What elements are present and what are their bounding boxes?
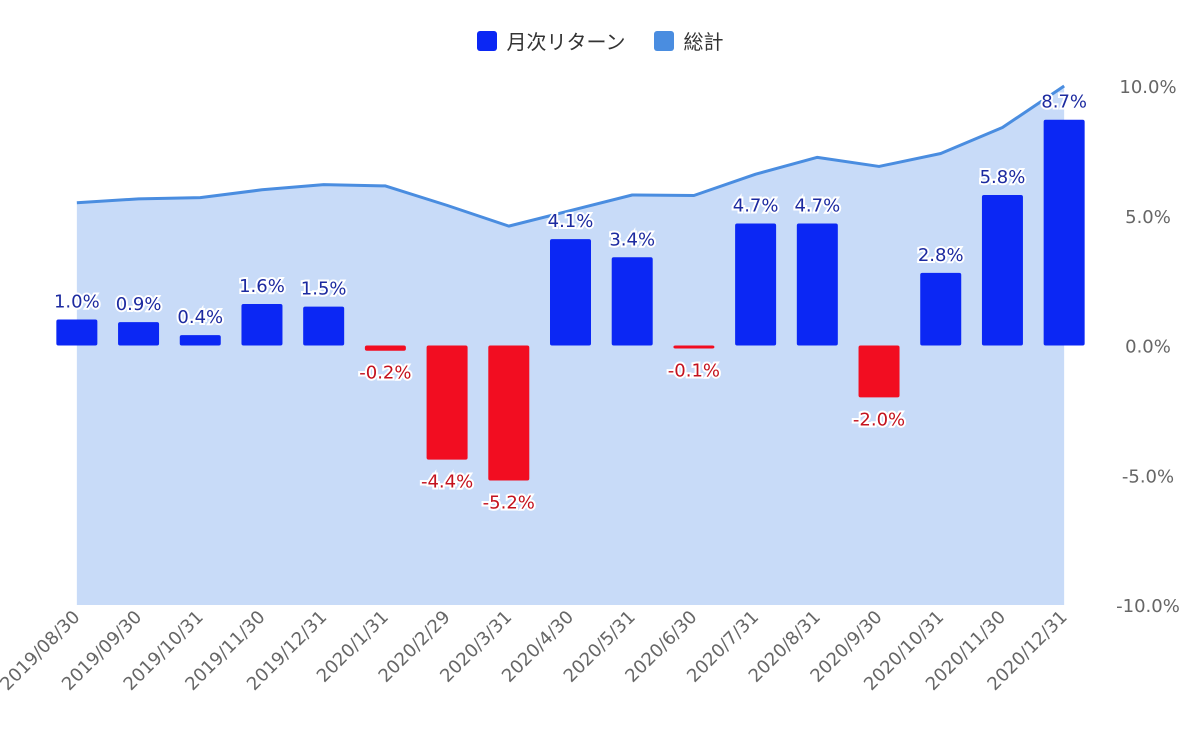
bar-2020/2/29 <box>426 345 468 460</box>
bar-2020/10/31 <box>920 272 962 346</box>
x-axis: 2019/08/302019/09/302019/10/312019/11/30… <box>0 607 1072 695</box>
bar-2019/11/30 <box>241 303 283 346</box>
bar-2019/08/30 <box>56 319 98 346</box>
y-tick-label: 5.0% <box>1125 207 1171 228</box>
data-label-2020/6/30: -0.1% <box>668 361 720 382</box>
bar-2020/12/31 <box>1043 119 1085 346</box>
data-label-2020/4/30: 4.1% <box>548 211 594 232</box>
data-label-2020/5/31: 3.4% <box>609 229 655 250</box>
bar-2019/09/30 <box>118 322 160 346</box>
legend-item-total[interactable]: 総計 <box>653 26 724 55</box>
total-line <box>76 84 1065 228</box>
legend-swatch-monthly-return <box>476 30 497 51</box>
bar-2019/12/31 <box>303 306 345 346</box>
data-label-2019/12/31: 1.5% <box>301 279 347 300</box>
y-tick-label: -5.0% <box>1122 466 1174 487</box>
bar-2020/1/31 <box>364 345 406 351</box>
legend-item-monthly-return[interactable]: 月次リターン <box>476 26 626 55</box>
bar-2020/9/30 <box>858 345 900 398</box>
y-axis: 10.0% 5.0% 0.0% -5.0% -10.0% <box>1116 77 1180 617</box>
bar-2020/6/30 <box>673 345 715 349</box>
data-label-2020/7/31: 4.7% <box>733 196 779 217</box>
data-label-2019/11/30: 1.6% <box>239 276 285 297</box>
data-label-2020/10/31: 2.8% <box>918 245 964 266</box>
data-label-2020/12/31: 8.7% <box>1041 92 1087 113</box>
data-label-2020/1/31: -0.2% <box>359 363 411 384</box>
data-label-2020/3/31: -5.2% <box>483 492 535 513</box>
data-label-2020/9/30: -2.0% <box>853 409 905 430</box>
legend-label-total: 総計 <box>683 30 724 54</box>
legend-swatch-total <box>653 30 674 51</box>
y-tick-label: -10.0% <box>1116 596 1180 617</box>
y-tick-label: 10.0% <box>1119 77 1176 98</box>
data-label-2019/10/31: 0.4% <box>177 307 223 328</box>
bar-2020/7/31 <box>735 223 777 346</box>
bar-2020/8/31 <box>796 223 838 346</box>
bar-layer <box>56 119 1085 481</box>
bar-2020/5/31 <box>611 257 653 346</box>
bar-2019/10/31 <box>179 335 221 346</box>
bar-2020/3/31 <box>488 345 530 481</box>
legend-label-monthly-return: 月次リターン <box>506 30 626 54</box>
data-label-layer: 1.0% 0.9% 0.4% 1.6% 1.5% -0.2% -4.4% -5.2% 4.1% 3… <box>52 90 1089 516</box>
data-label-2020/8/31: 4.7% <box>794 196 840 217</box>
chart-legend: 月次リターン 総計 <box>0 26 1200 55</box>
bar-2020/4/30 <box>550 239 591 346</box>
data-label-2020/2/29: -4.4% <box>421 472 473 493</box>
data-label-2020/11/30: 5.8% <box>980 167 1026 188</box>
y-tick-label: 0.0% <box>1125 337 1171 358</box>
bar-2020/11/30 <box>981 194 1023 346</box>
data-label-2019/08/30: 1.0% <box>54 292 100 313</box>
data-label-2019/09/30: 0.9% <box>116 294 162 315</box>
